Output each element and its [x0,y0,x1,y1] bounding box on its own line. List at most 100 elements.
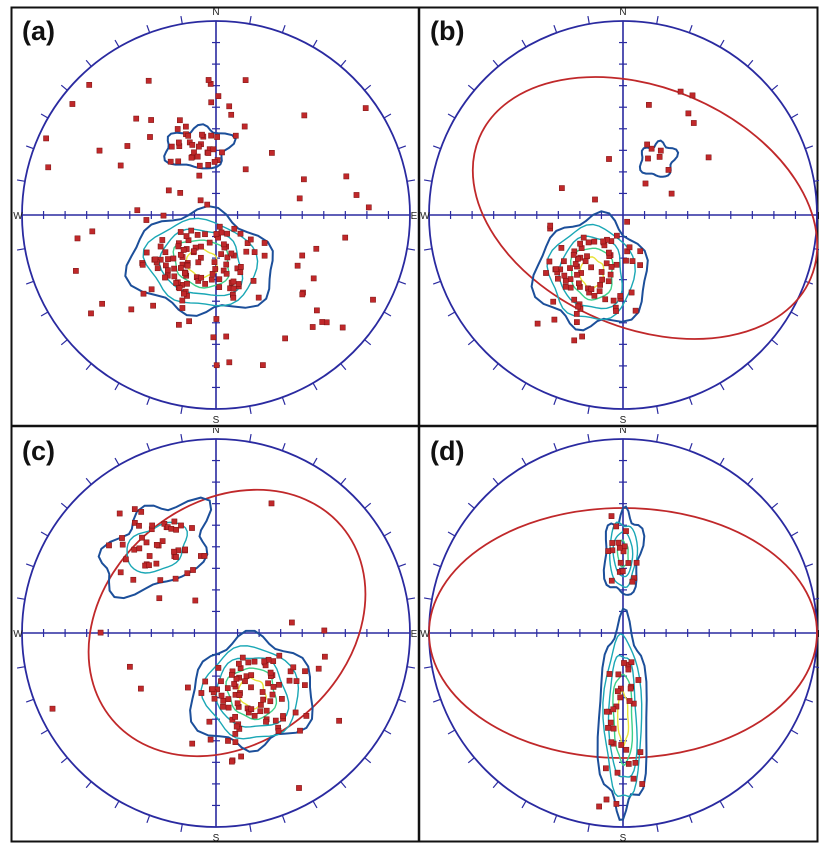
pole-point [231,681,237,687]
stereonet-d-group: N S W E [420,428,819,843]
pole-point [534,320,541,327]
rim-tick [771,502,779,509]
pole-point [173,280,179,286]
pole-point [224,254,231,261]
pole-point [231,225,238,232]
density-contour [200,645,300,740]
pole-point [574,319,580,325]
density-contour [617,688,630,748]
pole-point [269,691,276,698]
panel-c: N S W E (c) [12,428,418,843]
pole-point [226,359,233,366]
great-circle [471,76,819,340]
pole-point [175,158,182,165]
rim-tick [364,84,372,91]
pole-point [210,334,217,341]
compass-west: W [13,629,23,640]
pole-point [343,173,350,180]
pole-point [218,692,225,699]
rim-tick [398,145,407,150]
pole-point [194,153,201,160]
pole-point [592,196,598,203]
pole-point [575,303,581,310]
pole-point [608,577,615,584]
pole-point [143,217,150,223]
pole-point [220,267,227,274]
pole-point [603,765,609,772]
pole-point [234,700,241,707]
panel-a: N S W E (a) [12,8,418,425]
pole-point [97,629,104,636]
stereonet-a-group: N S W E [13,8,417,425]
pole-point [220,698,227,704]
pole-point [629,258,636,264]
pole-point [635,677,642,683]
pole-point [152,256,159,263]
pole-point [615,539,622,546]
pole-point [251,249,258,255]
rim-tick [553,442,558,451]
outer-frame [10,6,819,843]
rim-tick [432,280,441,285]
pole-point [302,682,308,688]
pole-point [626,244,633,251]
pole-point [610,725,617,732]
stereonet-b-group: N S W E [420,8,819,425]
pole-point [248,706,255,712]
rim-tick [423,666,433,669]
pole-point [202,231,208,238]
pole-point [213,316,220,322]
pole-point [221,241,227,248]
pole-point [185,132,192,139]
pole-point [310,275,317,282]
pole-point [301,112,308,119]
pole-point [218,229,225,236]
rim-tick [790,531,799,537]
pole-point [136,545,143,552]
pole-point [148,286,155,293]
rim-tick [40,311,49,317]
pole-point [342,234,349,241]
pole-point [602,296,609,303]
pole-point [614,769,621,776]
rim-tick [383,531,392,537]
pole-point [642,180,649,187]
pole-point [204,201,211,208]
rim-tick [249,405,252,415]
pole-point [182,546,188,553]
density-contour [189,629,314,753]
stereonet-b: N S W E [420,8,819,425]
pole-point [261,240,268,246]
rim-tick [719,457,725,466]
pole-point [259,689,266,695]
pole-point [267,669,274,676]
rim-tick [16,179,26,182]
pole-point [613,261,620,268]
pole-point [555,275,561,282]
pole-point [605,278,612,285]
pole-point [196,172,203,179]
pole-point [607,271,614,278]
pole-point [251,658,258,665]
pole-point [623,528,629,534]
pole-point [353,192,360,198]
pole-point [685,110,692,117]
pole-point [136,522,142,529]
pole-point [551,316,558,323]
rim-tick [423,248,433,251]
rim-tick [406,666,416,669]
pole-point [567,284,574,291]
pole-point [633,559,640,566]
pole-point [215,665,222,671]
rim-tick [60,757,68,764]
rim-tick [60,502,68,509]
stereonet-c-group: N S W E [13,428,417,843]
pole-point [181,290,187,297]
pole-point [604,708,610,715]
pole-point [138,509,145,515]
pole-point [623,746,630,753]
pole-point [242,77,249,83]
pole-point [239,654,246,661]
pole-point [250,278,257,284]
